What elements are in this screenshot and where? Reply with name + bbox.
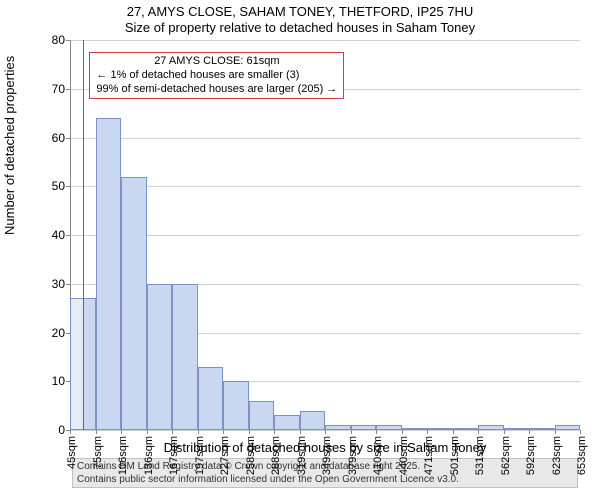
x-tick-mark bbox=[376, 430, 377, 434]
y-tick-mark bbox=[66, 89, 70, 90]
y-tick-mark bbox=[66, 235, 70, 236]
x-tick-mark bbox=[555, 430, 556, 434]
annotation-line3: 99% of semi-detached houses are larger (… bbox=[96, 83, 337, 97]
y-tick-label: 0 bbox=[35, 423, 65, 437]
histogram-bar bbox=[504, 428, 530, 430]
annotation-line2: ← 1% of detached houses are smaller (3) bbox=[96, 69, 337, 83]
histogram-bar bbox=[121, 177, 147, 431]
histogram-bar-shade bbox=[70, 298, 83, 430]
grid-line bbox=[70, 138, 580, 139]
x-tick-mark bbox=[249, 430, 250, 434]
title-main: 27, AMYS CLOSE, SAHAM TONEY, THETFORD, I… bbox=[0, 4, 600, 19]
x-tick-mark bbox=[274, 430, 275, 434]
histogram-bar bbox=[249, 401, 275, 430]
y-tick-label: 20 bbox=[35, 326, 65, 340]
grid-line bbox=[70, 235, 580, 236]
x-tick-mark bbox=[121, 430, 122, 434]
grid-line bbox=[70, 186, 580, 187]
chart-container: 27, AMYS CLOSE, SAHAM TONEY, THETFORD, I… bbox=[0, 0, 600, 500]
annotation-box: 27 AMYS CLOSE: 61sqm← 1% of detached hou… bbox=[89, 52, 344, 99]
histogram-bar bbox=[529, 428, 555, 430]
histogram-bar bbox=[172, 284, 198, 430]
histogram-bar bbox=[376, 425, 402, 430]
x-tick-mark bbox=[453, 430, 454, 434]
histogram-bar bbox=[325, 425, 351, 430]
y-tick-mark bbox=[66, 333, 70, 334]
histogram-bar bbox=[351, 425, 377, 430]
x-tick-mark bbox=[427, 430, 428, 434]
x-tick-mark bbox=[300, 430, 301, 434]
x-tick-mark bbox=[96, 430, 97, 434]
histogram-bar bbox=[427, 428, 453, 430]
title-sub: Size of property relative to detached ho… bbox=[0, 20, 600, 35]
x-tick-mark bbox=[402, 430, 403, 434]
x-tick-mark bbox=[198, 430, 199, 434]
x-tick-mark bbox=[478, 430, 479, 434]
histogram-bar bbox=[555, 425, 581, 430]
x-tick-mark bbox=[325, 430, 326, 434]
histogram-bar bbox=[198, 367, 224, 430]
y-tick-label: 60 bbox=[35, 131, 65, 145]
y-tick-label: 10 bbox=[35, 374, 65, 388]
histogram-bar bbox=[274, 415, 300, 430]
histogram-bar bbox=[300, 411, 326, 431]
histogram-bar bbox=[223, 381, 249, 430]
annotation-line1: 27 AMYS CLOSE: 61sqm bbox=[96, 55, 337, 69]
x-tick-mark bbox=[580, 430, 581, 434]
x-tick-mark bbox=[70, 430, 71, 434]
x-tick-mark bbox=[504, 430, 505, 434]
histogram-bar bbox=[453, 428, 479, 430]
histogram-bar bbox=[478, 425, 504, 430]
histogram-bar bbox=[147, 284, 173, 430]
x-tick-mark bbox=[351, 430, 352, 434]
histogram-bar bbox=[96, 118, 122, 430]
marker-line bbox=[83, 40, 84, 430]
y-tick-label: 50 bbox=[35, 179, 65, 193]
y-axis-label: Number of detached properties bbox=[2, 56, 17, 235]
grid-line bbox=[70, 40, 580, 41]
y-tick-mark bbox=[66, 138, 70, 139]
y-tick-label: 30 bbox=[35, 277, 65, 291]
histogram-bar bbox=[402, 428, 428, 430]
y-tick-mark bbox=[66, 186, 70, 187]
x-tick-mark bbox=[529, 430, 530, 434]
y-tick-label: 40 bbox=[35, 228, 65, 242]
y-tick-mark bbox=[66, 40, 70, 41]
x-tick-mark bbox=[172, 430, 173, 434]
x-tick-mark bbox=[147, 430, 148, 434]
y-tick-label: 70 bbox=[35, 82, 65, 96]
x-tick-mark bbox=[223, 430, 224, 434]
y-tick-label: 80 bbox=[35, 33, 65, 47]
y-tick-mark bbox=[66, 284, 70, 285]
y-tick-mark bbox=[66, 381, 70, 382]
chart-plot-area: 27 AMYS CLOSE: 61sqm← 1% of detached hou… bbox=[70, 40, 580, 430]
